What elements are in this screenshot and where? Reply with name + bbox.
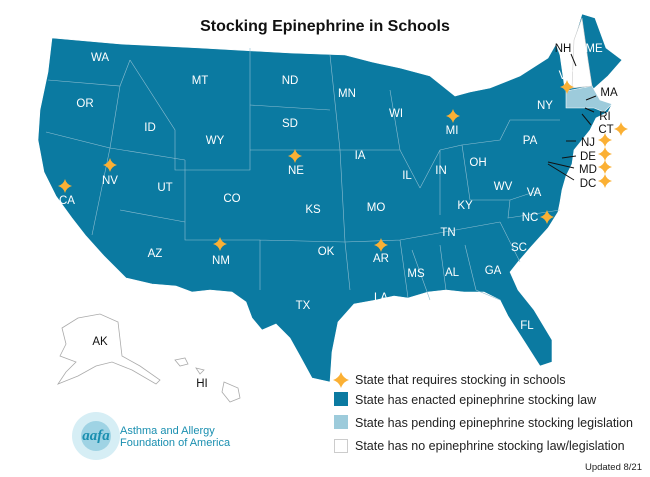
state-label-ND: ND xyxy=(282,75,299,87)
state-label-OR: OR xyxy=(76,98,93,110)
star-icon-AR xyxy=(374,238,388,252)
star-icon-MI xyxy=(446,109,460,123)
state-label-CA: CA xyxy=(59,195,75,207)
star-icon-CT xyxy=(614,122,628,136)
state-label-KY: KY xyxy=(457,200,473,212)
state-label-DC: DC xyxy=(580,178,597,190)
state-label-NV: NV xyxy=(102,175,118,187)
state-label-KS: KS xyxy=(305,204,321,216)
state-label-WI: WI xyxy=(389,108,403,120)
state-label-IL: IL xyxy=(402,170,412,182)
state-label-MI: MI xyxy=(446,125,459,137)
legend-pending-swatch xyxy=(334,415,348,429)
legend-pending: State has pending epinephrine stocking l… xyxy=(355,416,633,430)
state-label-IA: IA xyxy=(355,150,366,162)
state-label-AL: AL xyxy=(445,267,460,279)
state-label-ME: ME xyxy=(585,43,603,55)
state-label-PA: PA xyxy=(523,135,538,147)
logo-line1: Asthma and Allergy xyxy=(120,425,215,437)
state-label-MD: MD xyxy=(579,164,597,176)
leader-lines xyxy=(547,53,597,181)
state-label-TX: TX xyxy=(296,300,311,312)
state-label-WY: WY xyxy=(206,135,225,147)
state-label-WA: WA xyxy=(91,52,109,64)
legend-enacted: State has enacted epinephrine stocking l… xyxy=(355,393,597,407)
star-icon-NC xyxy=(540,210,554,224)
star-icon-DC xyxy=(598,174,612,188)
state-label-AR: AR xyxy=(373,253,389,265)
star-icon-MD xyxy=(598,160,612,174)
state-label-CT: CT xyxy=(598,124,613,136)
state-label-AZ: AZ xyxy=(148,248,163,260)
state-label-AK: AK xyxy=(92,336,108,348)
state-label-ID: ID xyxy=(144,122,156,134)
state-label-SC: SC xyxy=(511,242,527,254)
star-icon-NE xyxy=(288,149,302,163)
state-label-NH: NH xyxy=(555,43,572,55)
legend-enacted-swatch xyxy=(334,392,348,406)
legend: State that requires stocking in schools … xyxy=(333,372,633,453)
state-label-VA: VA xyxy=(527,187,542,199)
state-label-OH: OH xyxy=(469,157,486,169)
state-label-MA: MA xyxy=(600,87,618,99)
state-label-RI: RI xyxy=(599,111,611,123)
star-icon-DE xyxy=(598,147,612,161)
state-label-GA: GA xyxy=(485,265,502,277)
logo-mark: aafa xyxy=(82,428,110,444)
state-NH-no-law xyxy=(571,17,593,89)
state-label-IN: IN xyxy=(435,165,447,177)
state-label-NC: NC xyxy=(522,212,539,224)
state-label-NY: NY xyxy=(537,100,553,112)
state-AK-outline xyxy=(56,313,161,385)
state-label-DE: DE xyxy=(580,151,596,163)
state-label-NE: NE xyxy=(288,165,304,177)
state-label-FL: FL xyxy=(520,320,534,332)
state-label-HI: HI xyxy=(196,378,208,390)
state-label-MN: MN xyxy=(338,88,356,100)
legend-none: State has no epinephrine stocking law/le… xyxy=(355,439,625,453)
star-icon-NV xyxy=(103,158,117,172)
map-title: Stocking Epinephrine in Schools xyxy=(200,18,450,35)
state-label-WV: WV xyxy=(494,181,513,193)
logo-line2: Foundation of America xyxy=(120,437,231,449)
state-HI-outline xyxy=(174,357,241,403)
state-label-MS: MS xyxy=(407,268,425,280)
state-label-OK: OK xyxy=(318,246,335,258)
legend-none-swatch xyxy=(334,439,348,453)
updated-date: Updated 8/21 xyxy=(585,462,642,473)
star-icon-NJ xyxy=(598,133,612,147)
legend-requires: State that requires stocking in schools xyxy=(355,373,566,387)
state-label-VT: VT xyxy=(559,70,574,82)
state-label-CO: CO xyxy=(223,193,240,205)
star-icon-CA xyxy=(58,179,72,193)
star-icon-NM xyxy=(213,237,227,251)
state-label-NJ: NJ xyxy=(581,137,595,149)
state-label-LA: LA xyxy=(374,292,388,304)
state-label-NM: NM xyxy=(212,255,230,267)
state-label-UT: UT xyxy=(157,182,172,194)
state-label-MO: MO xyxy=(367,202,386,214)
star-icon-VT xyxy=(560,80,574,94)
state-label-SD: SD xyxy=(282,118,298,130)
legend-star-icon xyxy=(333,372,349,388)
aafa-logo: aafa Asthma and Allergy Foundation of Am… xyxy=(72,412,231,460)
state-label-MT: MT xyxy=(192,75,209,87)
state-label-TN: TN xyxy=(440,227,455,239)
